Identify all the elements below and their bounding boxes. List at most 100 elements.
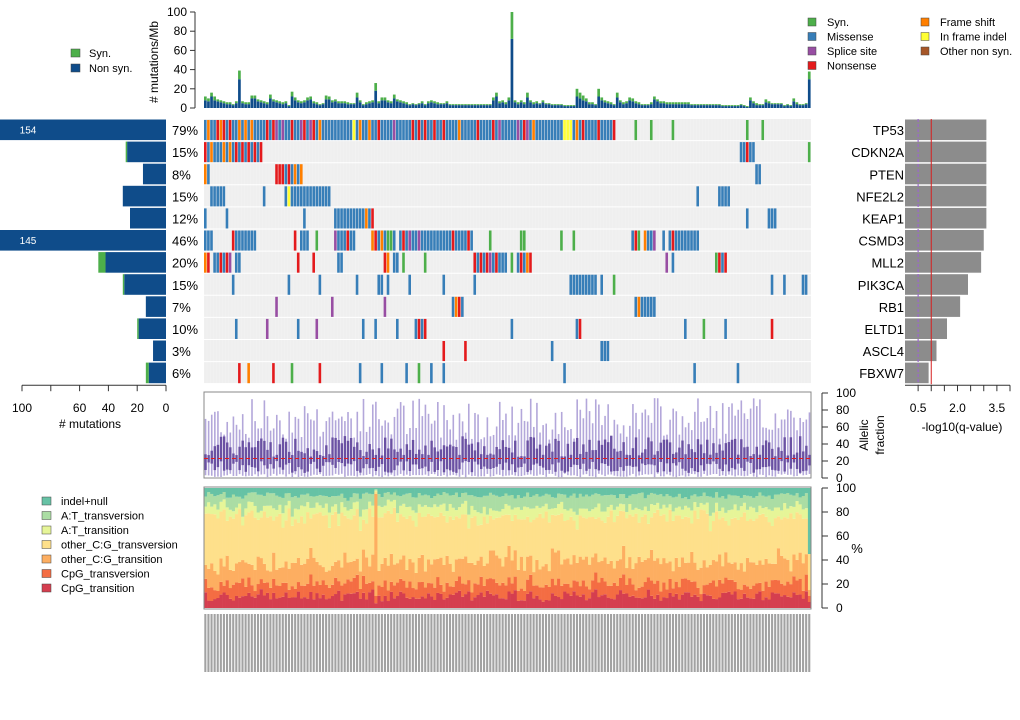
sample-label xyxy=(520,614,523,672)
af-box xyxy=(532,437,536,465)
mutation-cell-csmd3 xyxy=(250,230,254,251)
tmb-bar-syn xyxy=(454,104,458,106)
mutation-cell-cdkn2a xyxy=(231,142,235,163)
tmb-bar-syn xyxy=(609,102,613,105)
spectrum-segment-cpg-transition xyxy=(457,590,462,608)
spectrum-segment-cpg-transversion xyxy=(631,584,635,596)
mutation-cell-fbxw7 xyxy=(417,363,421,384)
spectrum-segment-a-t-transversion xyxy=(786,493,790,509)
spectrum-segment-other-c-g-transition xyxy=(256,556,261,585)
spectrum-segment-other-c-g-transversion xyxy=(492,519,496,551)
spectrum-segment-other-c-g-transversion xyxy=(436,516,440,559)
tmb-bar-syn xyxy=(420,101,424,104)
spectrum-segment-a-t-transition xyxy=(612,509,617,523)
spectrum-segment-other-c-g-transition xyxy=(228,569,233,589)
spectrum-segment-other-c-g-transition xyxy=(569,564,573,588)
spectrum-segment-other-c-g-transition xyxy=(665,563,669,590)
spectrum-segment-cpg-transition xyxy=(389,591,394,608)
af-tick-label: 80 xyxy=(836,403,850,417)
spectrum-segment-a-t-transition xyxy=(745,509,750,521)
spectrum-segment-cpg-transversion xyxy=(281,582,285,597)
af-box xyxy=(476,442,480,465)
sample-label xyxy=(439,614,442,672)
spectrum-segment-a-t-transversion xyxy=(402,494,406,504)
spectrum-segment-indel-null xyxy=(467,488,471,496)
spectrum-segment-cpg-transversion xyxy=(414,589,418,599)
mutation-cell-csmd3 xyxy=(408,230,411,251)
spectrum-segment-other-c-g-transversion xyxy=(705,513,710,568)
tmb-bar-nonsyn xyxy=(519,102,523,108)
sample-label xyxy=(548,614,551,672)
spectrum-segment-other-c-g-transition xyxy=(733,562,737,582)
tmb-bar-syn xyxy=(714,104,718,106)
spectrum-segment-a-t-transversion xyxy=(445,493,449,511)
mutation-cell-tp53 xyxy=(461,120,464,141)
tmb-bar-syn xyxy=(340,101,343,104)
spectrum-segment-a-t-transversion xyxy=(674,496,679,508)
spectrum-segment-other-c-g-transversion xyxy=(482,516,487,566)
tmb-bar-syn xyxy=(361,104,365,106)
sample-label xyxy=(743,614,746,672)
spectrum-segment-other-c-g-transversion xyxy=(724,520,728,553)
mutation-cell-tp53 xyxy=(467,120,470,141)
mutation-cell-fbxw7 xyxy=(736,363,740,384)
spectrum-segment-a-t-transversion xyxy=(690,495,694,511)
spectrum-segment-other-c-g-transition xyxy=(563,559,567,584)
gene-count-bar-nonsyn xyxy=(122,185,166,207)
sample-label xyxy=(334,614,337,672)
af-box xyxy=(328,454,331,463)
gene-label-pten: PTEN xyxy=(869,167,904,182)
spectrum-segment-other-c-g-transversion xyxy=(461,514,465,559)
spectrum-segment-other-c-g-transversion xyxy=(597,517,601,563)
spectrum-segment-cpg-transition xyxy=(550,593,555,608)
spectrum-segment-cpg-transition xyxy=(423,598,428,608)
spectrum-segment-indel-null xyxy=(752,488,756,498)
af-box xyxy=(492,454,495,468)
spectrum-segment-a-t-transversion xyxy=(615,498,620,507)
spectrum-segment-cpg-transversion xyxy=(659,591,663,601)
spectrum-segment-a-t-transversion xyxy=(606,495,610,508)
tmb-bar-syn xyxy=(355,92,359,98)
spectrum-segment-a-t-transition xyxy=(581,508,586,518)
spectrum-segment-indel-null xyxy=(597,488,601,495)
spectrum-segment-cpg-transversion xyxy=(702,585,707,594)
spectrum-segment-a-t-transversion xyxy=(733,495,737,505)
sample-label xyxy=(591,614,594,672)
spectrum-segment-cpg-transversion xyxy=(761,590,765,601)
sample-label xyxy=(733,614,736,672)
spectrum-segment-indel-null xyxy=(330,488,335,497)
spectrum-segment-indel-null xyxy=(228,488,233,498)
mutation-cell-pik3ca xyxy=(287,274,291,295)
mutation-cell-csmd3 xyxy=(247,230,250,251)
sample-label xyxy=(569,614,572,672)
spectrum-segment-other-c-g-transversion xyxy=(337,525,341,561)
legend-label: Other non syn. xyxy=(940,46,1012,58)
mutation-cell-cdkn2a xyxy=(219,142,223,163)
mutation-cell-keap1 xyxy=(371,208,374,229)
mutation-cell-tp53 xyxy=(454,120,458,141)
sample-label xyxy=(671,614,675,672)
spectrum-segment-cpg-transversion xyxy=(615,586,620,595)
tmb-bar-syn xyxy=(656,99,659,102)
spectrum-segment-other-c-g-transversion xyxy=(677,515,682,567)
spectrum-segment-cpg-transition xyxy=(711,598,716,608)
sample-label xyxy=(517,614,520,672)
spectrum-segment-a-t-transition xyxy=(346,510,350,519)
mutation-cell-pik3ca xyxy=(594,274,597,295)
spectrum-segment-indel-null xyxy=(780,488,784,494)
mutation-cell-tp53 xyxy=(597,120,600,141)
spectrum-segment-cpg-transition xyxy=(752,598,756,608)
spectrum-segment-a-t-transversion xyxy=(498,496,502,512)
tmb-bar-nonsyn xyxy=(708,105,712,108)
tmb-bar-nonsyn xyxy=(516,104,520,108)
tmb-bar-nonsyn xyxy=(396,101,399,108)
tmb-bar-syn xyxy=(603,100,607,103)
spectrum-segment-cpg-transversion xyxy=(795,580,799,595)
spectrum-segment-indel-null xyxy=(538,488,542,497)
af-box xyxy=(582,444,585,464)
sample-label xyxy=(495,614,498,672)
sample-label xyxy=(263,614,266,672)
mutation-cell-csmd3 xyxy=(417,230,421,251)
af-box xyxy=(603,439,607,464)
spectrum-segment-indel-null xyxy=(547,488,552,495)
